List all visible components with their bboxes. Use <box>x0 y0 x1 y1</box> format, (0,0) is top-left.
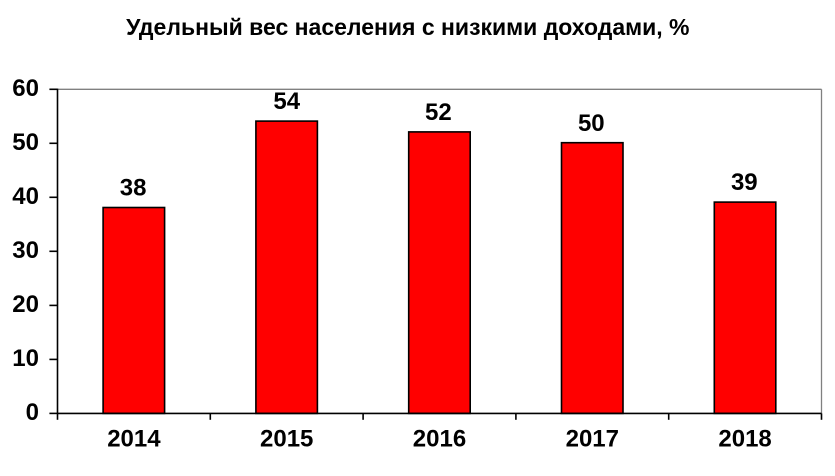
svg-text:20: 20 <box>12 291 39 318</box>
svg-text:38: 38 <box>120 175 147 202</box>
svg-text:2018: 2018 <box>718 426 771 453</box>
svg-text:Удельный вес населения с низки: Удельный вес населения с низкими доходам… <box>126 14 689 40</box>
svg-text:0: 0 <box>26 399 39 426</box>
svg-text:50: 50 <box>12 129 39 156</box>
svg-text:52: 52 <box>425 99 452 126</box>
svg-text:10: 10 <box>12 345 39 372</box>
svg-text:50: 50 <box>578 110 605 137</box>
svg-text:2016: 2016 <box>413 426 466 453</box>
svg-text:2015: 2015 <box>260 426 313 453</box>
svg-text:2014: 2014 <box>107 426 161 453</box>
svg-text:2017: 2017 <box>566 426 619 453</box>
svg-text:54: 54 <box>273 88 300 115</box>
svg-text:39: 39 <box>731 169 758 196</box>
svg-text:30: 30 <box>12 237 39 264</box>
svg-text:60: 60 <box>12 75 39 102</box>
svg-text:40: 40 <box>12 183 39 210</box>
